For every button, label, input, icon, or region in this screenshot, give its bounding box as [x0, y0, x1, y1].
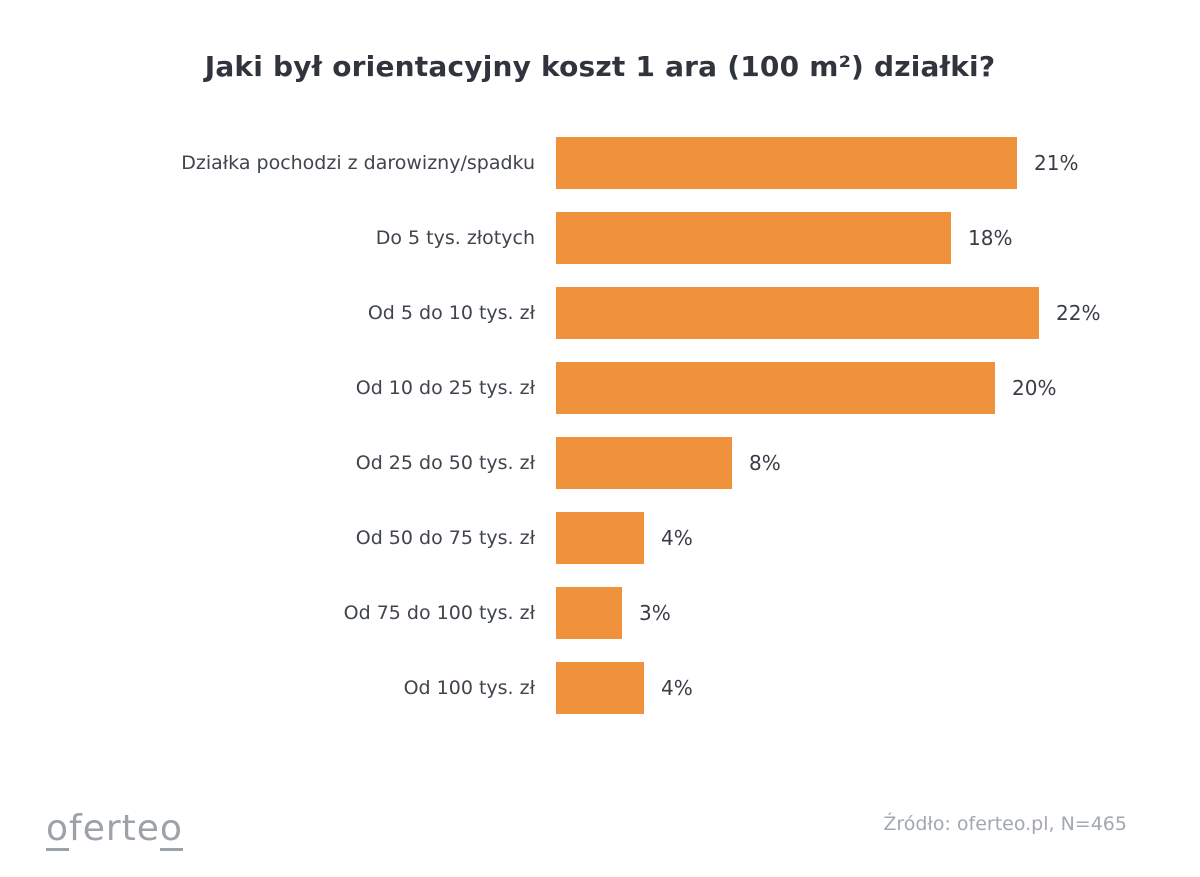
bar-label: Działka pochodzi z darowizny/spadku — [181, 152, 535, 174]
chart-row: Od 50 do 75 tys. zł 4% — [0, 512, 1200, 564]
chart-row: Działka pochodzi z darowizny/spadku 21% — [0, 137, 1200, 189]
bar — [556, 587, 622, 639]
bar-track: 21% — [556, 137, 1200, 189]
bar-track: 20% — [556, 362, 1200, 414]
logo-letters: ferte — [69, 808, 160, 849]
bar — [556, 137, 1017, 189]
bar-track: 4% — [556, 512, 1200, 564]
chart-rows: Działka pochodzi z darowizny/spadku 21% Do… — [0, 137, 1200, 714]
bar — [556, 512, 644, 564]
bar — [556, 212, 951, 264]
bar — [556, 362, 995, 414]
bar-track: 18% — [556, 212, 1200, 264]
chart-row: Od 25 do 50 tys. zł 8% — [0, 437, 1200, 489]
chart-row: Do 5 tys. złotych 18% — [0, 212, 1200, 264]
bar-label: Od 75 do 100 tys. zł — [343, 602, 535, 624]
bar-label: Do 5 tys. złotych — [375, 227, 535, 249]
bar-label: Od 5 do 10 tys. zł — [367, 302, 535, 324]
bar-value: 20% — [1012, 376, 1057, 400]
chart-row: Od 100 tys. zł 4% — [0, 662, 1200, 714]
bar-chart: Działka pochodzi z darowizny/spadku 21% Do… — [0, 137, 1200, 714]
bar-value: 4% — [661, 676, 693, 700]
logo-letter-underlined: o — [46, 808, 70, 851]
bar-label: Od 50 do 75 tys. zł — [355, 527, 535, 549]
bar — [556, 287, 1039, 339]
bar-track: 4% — [556, 662, 1200, 714]
bar-value: 21% — [1034, 151, 1079, 175]
bar-track: 22% — [556, 287, 1200, 339]
bar-value: 18% — [968, 226, 1013, 250]
bar-track: 3% — [556, 587, 1200, 639]
bar-value: 3% — [639, 601, 671, 625]
bar-value: 4% — [661, 526, 693, 550]
chart-title: Jaki był orientacyjny koszt 1 ara (100 m… — [204, 50, 996, 83]
logo-letter-underlined: o — [159, 808, 183, 851]
bar-track: 8% — [556, 437, 1200, 489]
bar-label: Od 100 tys. zł — [403, 677, 535, 699]
bar — [556, 662, 644, 714]
bar — [556, 437, 732, 489]
bar-value: 22% — [1056, 301, 1101, 325]
chart-row: Od 75 do 100 tys. zł 3% — [0, 587, 1200, 639]
bar-value: 8% — [749, 451, 781, 475]
bar-label: Od 25 do 50 tys. zł — [355, 452, 535, 474]
chart-row: Od 5 do 10 tys. zł 22% — [0, 287, 1200, 339]
source-note: Źródło: oferteo.pl, N=465 — [883, 813, 1127, 835]
bar-label: Od 10 do 25 tys. zł — [355, 377, 535, 399]
chart-row: Od 10 do 25 tys. zł 20% — [0, 362, 1200, 414]
oferteo-logo: oferteo — [46, 811, 183, 851]
